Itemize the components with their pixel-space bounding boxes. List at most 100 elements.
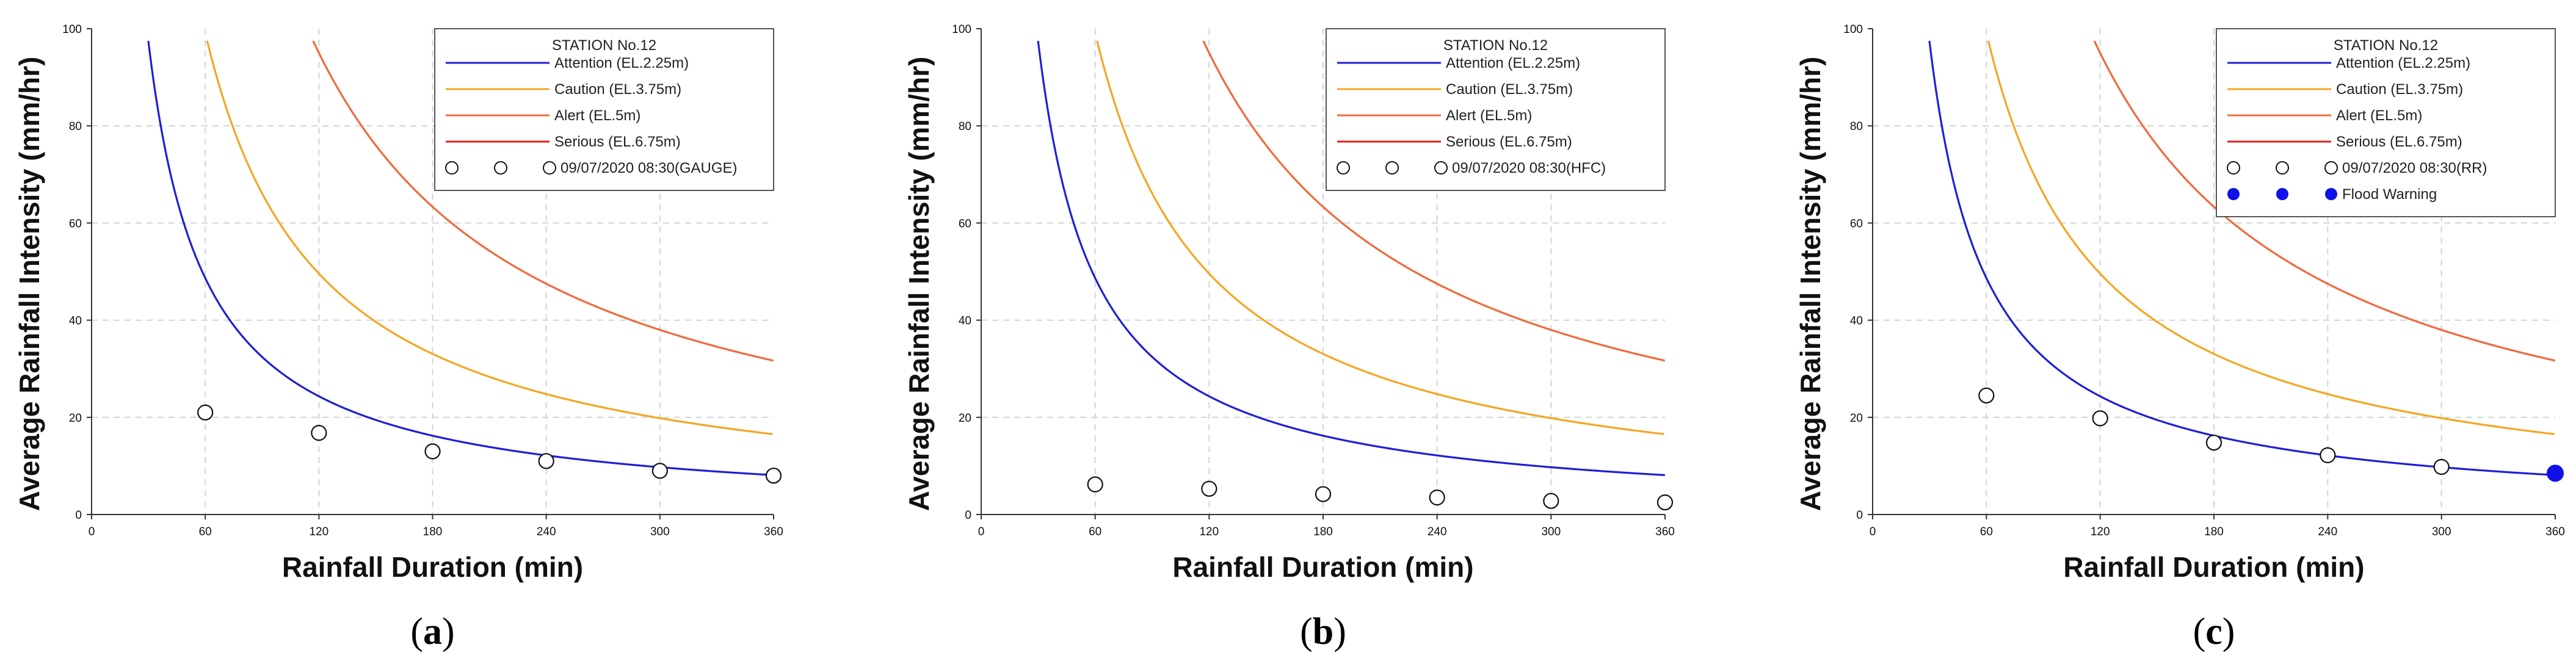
data-point-open	[1201, 480, 1217, 497]
y-tick-label: 20	[1850, 412, 1863, 425]
legend-marker-open	[1434, 161, 1448, 175]
point-series-0	[197, 404, 782, 484]
point-series-1	[2547, 464, 2564, 482]
caption-open-paren: (	[1300, 611, 1313, 652]
caption-letter: c	[2205, 611, 2222, 652]
threshold-curve-caution	[206, 40, 773, 435]
x-axis-label: Rainfall Duration (min)	[2063, 551, 2364, 583]
x-tick-label: 180	[2204, 526, 2224, 538]
legend-entry-label: Alert (EL.5m)	[554, 107, 640, 124]
caption-letter: a	[423, 611, 442, 652]
threshold-curve-alert	[312, 40, 774, 362]
panel-caption: (b)	[1300, 611, 1346, 652]
data-point-open	[2205, 435, 2222, 451]
data-point-open	[197, 404, 214, 421]
panel-caption: (a)	[410, 611, 454, 652]
caption-open-paren: (	[2193, 611, 2206, 652]
point-series-0	[1978, 387, 2450, 475]
legend-entry-label: Attention (EL.2.25m)	[554, 55, 689, 71]
data-point-open	[538, 453, 554, 469]
x-tick-label: 240	[537, 526, 556, 538]
legend-entry-label: 09/07/2020 08:30(RR)	[2342, 160, 2487, 176]
x-tick-label: 300	[650, 526, 670, 538]
caption-close-paren: )	[1333, 611, 1346, 652]
legend-box	[1326, 28, 1666, 191]
data-point-open	[311, 425, 327, 441]
data-point-open	[1315, 486, 1332, 502]
data-point-open	[1543, 493, 1559, 509]
legend-entry-label: Attention (EL.2.25m)	[1446, 55, 1580, 71]
threshold-curve-attention	[147, 40, 774, 477]
caption-close-paren: )	[442, 611, 455, 652]
legend-title: STATION No.12	[2334, 37, 2438, 54]
legend-marker-filled	[2276, 188, 2288, 200]
threshold-curve-attention	[1928, 40, 2555, 477]
legend-box	[2216, 28, 2556, 217]
legend-entry-label: Serious (EL.6.75m)	[2336, 134, 2462, 150]
curves	[1037, 40, 1665, 477]
y-tick-label: 100	[952, 23, 971, 36]
x-tick-label: 60	[199, 526, 212, 538]
chart-panel-c: 0 60 120 180 240 300 360 0 20 40 60 80 100 Rainfall D…	[1794, 23, 2565, 652]
x-tick-label: 0	[978, 526, 985, 538]
chart-panel-b: 0 60 120 180 240 300 360 0 20 40 60 80 100 Rainfall D…	[903, 23, 1675, 652]
data-point-open	[651, 463, 668, 479]
y-tick-label: 60	[69, 217, 82, 230]
x-tick-label: 120	[2091, 526, 2110, 538]
y-tick-label: 0	[75, 509, 82, 522]
chart-panel-a: 0 60 120 180 240 300 360 0 20 40 60 80 100 Rainfall D…	[13, 23, 783, 652]
legend-box	[434, 28, 774, 191]
legend-marker-open	[2227, 161, 2240, 175]
y-tick-label: 40	[959, 315, 971, 328]
legend-entry-label: 09/07/2020 08:30(GAUGE)	[561, 160, 738, 176]
y-tick-label: 60	[1850, 217, 1863, 230]
x-tick-label: 120	[309, 526, 328, 538]
x-tick-label: 240	[1428, 526, 1447, 538]
y-axis-label: Average Rainfall Intensity (mm/hr)	[903, 57, 935, 511]
x-tick-label: 0	[1870, 526, 1876, 538]
x-tick-label: 360	[1655, 526, 1675, 538]
threshold-curve-alert	[2093, 40, 2555, 362]
y-tick-label: 0	[965, 509, 971, 522]
x-tick-label: 300	[1541, 526, 1561, 538]
x-tick-label: 360	[764, 526, 783, 538]
legend-marker-open	[445, 161, 459, 175]
y-tick-label: 100	[62, 23, 82, 36]
data-point-filled	[2547, 464, 2564, 482]
x-tick-label: 0	[89, 526, 95, 538]
x-axis-label: Rainfall Duration (min)	[1172, 551, 1473, 583]
data-point-open	[2092, 410, 2108, 427]
legend-entry-label: Alert (EL.5m)	[1446, 107, 1532, 124]
data-point-open	[2433, 458, 2450, 475]
y-tick-label: 80	[1850, 120, 1863, 133]
x-tick-label: 240	[2318, 526, 2337, 538]
threshold-curve-alert	[1202, 40, 1665, 362]
x-tick-label: 180	[1313, 526, 1333, 538]
legend-marker-open	[1337, 161, 1350, 175]
legend-marker-open	[494, 161, 507, 175]
x-tick-label: 60	[1980, 526, 1993, 538]
data-point-open	[1978, 387, 1995, 404]
threshold-curve-attention	[1037, 40, 1665, 477]
x-tick-label: 360	[2545, 526, 2565, 538]
y-tick-label: 100	[1843, 23, 1863, 36]
x-tick-label: 180	[423, 526, 443, 538]
y-tick-label: 80	[69, 120, 82, 133]
legend-marker-open	[2276, 161, 2289, 175]
legend-entry-label: Serious (EL.6.75m)	[554, 134, 681, 150]
legend-title: STATION No.12	[552, 37, 656, 54]
legend-entry-label: Serious (EL.6.75m)	[1446, 134, 1572, 150]
x-tick-label: 300	[2432, 526, 2451, 538]
legend-entry-label: Caution (EL.3.75m)	[554, 81, 681, 98]
legend-entry-label: Caution (EL.3.75m)	[2336, 81, 2463, 98]
caption-open-paren: (	[410, 611, 423, 652]
x-tick-label: 120	[1199, 526, 1219, 538]
data-point-open	[765, 468, 782, 484]
data-point-open	[1429, 489, 1445, 506]
panel-caption: (c)	[2193, 611, 2235, 652]
x-axis-label: Rainfall Duration (min)	[282, 551, 583, 583]
legend-marker-open	[1385, 161, 1399, 175]
